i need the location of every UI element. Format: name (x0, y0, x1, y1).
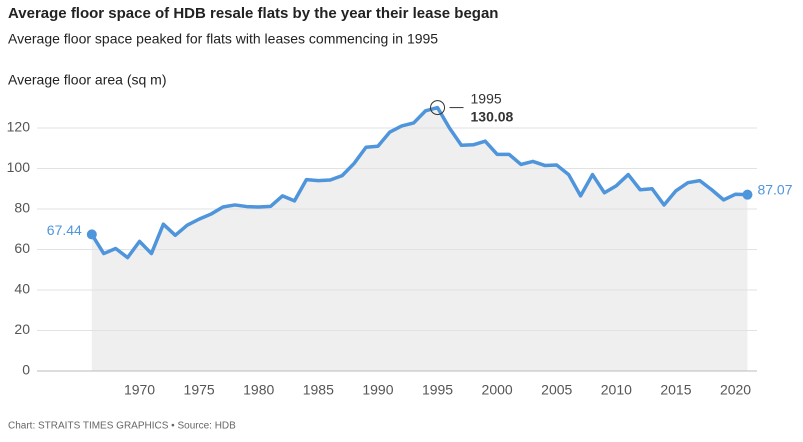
x-tick-label: 1980 (243, 382, 274, 398)
y-tick-label: 60 (14, 240, 30, 256)
x-tick-label: 1985 (303, 382, 334, 398)
line (90, 105, 748, 260)
chart-subtitle: Average floor space peaked for flats wit… (8, 31, 438, 47)
chart-title: Average floor space of HDB resale flats … (8, 5, 498, 22)
y-tick-label: 20 (14, 321, 30, 337)
value-label: 87.07 (757, 181, 792, 197)
x-tick-label: 2010 (601, 382, 632, 398)
end-marker (86, 229, 97, 240)
x-tick-label: 1970 (124, 382, 155, 398)
y-tick-label: 100 (7, 159, 31, 175)
x-tick-label: 1990 (362, 382, 393, 398)
y-tick-label: 0 (22, 362, 30, 378)
annotation-value: 130.08 (471, 108, 514, 124)
y-tick-label: 80 (14, 200, 30, 216)
end-marker (742, 189, 753, 200)
peak-marker (430, 100, 446, 116)
y-axis-label: Average floor area (sq m) (8, 72, 166, 88)
x-tick-label: 2015 (660, 382, 691, 398)
x-tick-label: 1995 (422, 382, 453, 398)
annotation-year: 1995 (471, 90, 502, 106)
value-label: 67.44 (47, 222, 82, 238)
y-tick-label: 120 (7, 119, 31, 135)
source: Chart: STRAITS TIMES GRAPHICS • Source: … (8, 421, 236, 432)
y-tick-label: 40 (14, 281, 30, 297)
x-tick-label: 2020 (720, 382, 751, 398)
x-tick-label: 2000 (482, 382, 513, 398)
x-tick-label: 2005 (541, 382, 572, 398)
x-tick-label: 1975 (184, 382, 215, 398)
area (91, 107, 748, 371)
